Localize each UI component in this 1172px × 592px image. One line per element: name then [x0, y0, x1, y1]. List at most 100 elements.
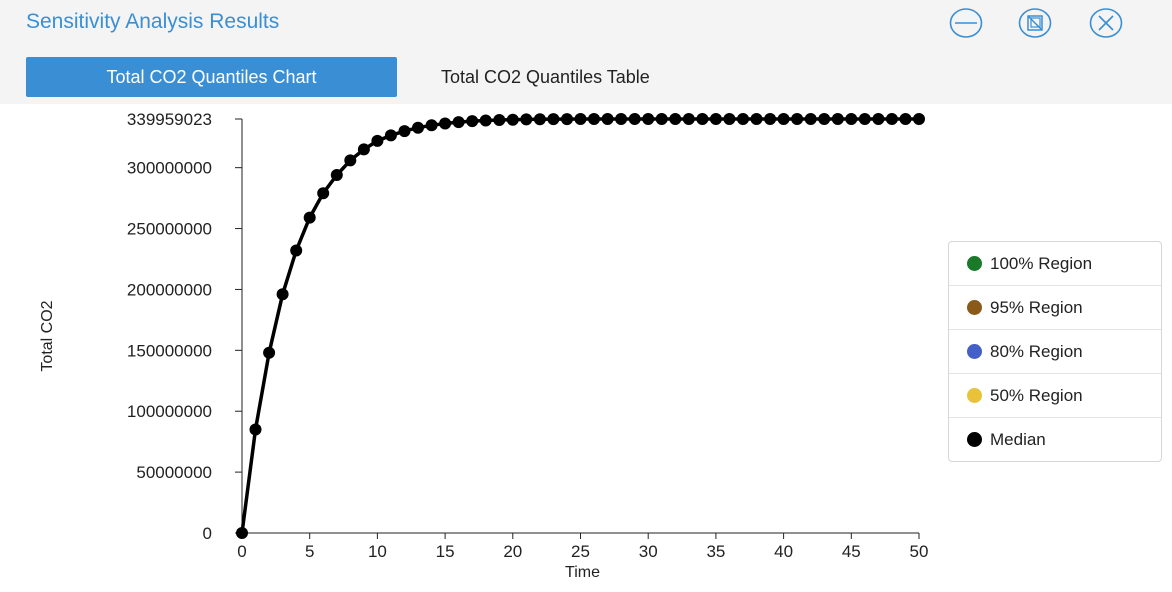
data-point[interactable]: [357, 143, 370, 156]
data-point[interactable]: [588, 113, 600, 125]
data-point[interactable]: [493, 114, 506, 126]
legend-item-median[interactable]: Median: [949, 418, 1161, 461]
close-icon: [1089, 8, 1123, 38]
x-tick-label: 30: [639, 542, 658, 561]
minimize-button[interactable]: [949, 6, 983, 40]
data-point[interactable]: [344, 154, 357, 167]
data-point[interactable]: [845, 113, 858, 125]
legend-dot-icon: [967, 343, 982, 359]
x-tick-label: 25: [571, 542, 590, 561]
x-tick-label: 0: [237, 542, 246, 561]
minimize-icon: [949, 8, 983, 38]
data-point[interactable]: [723, 113, 736, 125]
chart-legend: 100% Region 95% Region 80% Region 50% Re…: [948, 241, 1162, 462]
x-tick-label: 5: [305, 542, 314, 561]
data-point[interactable]: [669, 113, 682, 125]
data-point[interactable]: [872, 113, 885, 125]
close-button[interactable]: [1089, 6, 1123, 40]
restore-button[interactable]: [1018, 6, 1052, 40]
data-point[interactable]: [452, 116, 465, 129]
y-tick-label: 250000000: [127, 220, 212, 239]
data-point[interactable]: [290, 244, 303, 257]
data-point[interactable]: [642, 113, 655, 125]
legend-item-50-region[interactable]: 50% Region: [949, 374, 1161, 418]
y-tick-label: 50000000: [136, 463, 212, 482]
y-tick-label: 300000000: [127, 159, 212, 178]
co2-quantiles-chart: 0500000001000000001500000002000000002500…: [39, 110, 928, 581]
data-point[interactable]: [533, 113, 546, 126]
data-point[interactable]: [466, 115, 479, 128]
x-tick-label: 40: [774, 542, 793, 561]
data-point[interactable]: [682, 113, 695, 125]
data-point[interactable]: [615, 113, 628, 125]
data-point[interactable]: [303, 211, 316, 224]
legend-dot-icon: [967, 255, 982, 271]
legend-item-80-region[interactable]: 80% Region: [949, 330, 1161, 374]
y-axis-title: Total CO2: [39, 300, 56, 371]
data-point[interactable]: [236, 527, 248, 539]
data-point[interactable]: [263, 346, 276, 359]
data-point[interactable]: [384, 129, 397, 142]
x-tick-label: 20: [503, 542, 522, 561]
legend-dot-icon: [967, 431, 982, 447]
data-point[interactable]: [791, 113, 804, 125]
data-point[interactable]: [777, 113, 790, 125]
data-point[interactable]: [628, 113, 641, 125]
legend-label: Median: [990, 430, 1046, 449]
legend-dot-icon: [967, 387, 982, 403]
series-line-median: [240, 117, 919, 534]
x-axis: 0 5 10 15 20 25 30 35 40 45 50: [237, 533, 928, 561]
tab-quantiles-chart[interactable]: Total CO2 Quantiles Chart: [26, 57, 397, 97]
data-point[interactable]: [899, 113, 912, 125]
window-header: Sensitivity Analysis Results Total CO2 Q…: [0, 0, 1172, 104]
data-point[interactable]: [506, 113, 519, 126]
data-point[interactable]: [547, 113, 560, 126]
y-tick-label: 339959023: [127, 110, 212, 129]
legend-label: 100% Region: [990, 254, 1093, 273]
y-axis: 0 50000000 100000000 150000000 200000000 2500…: [127, 110, 242, 543]
data-point[interactable]: [750, 113, 763, 125]
data-point[interactable]: [398, 125, 411, 138]
y-tick-label: 150000000: [127, 341, 212, 360]
data-point[interactable]: [737, 113, 749, 125]
tab-quantiles-table[interactable]: Total CO2 Quantiles Table: [441, 67, 650, 87]
x-axis-title: Time: [565, 564, 600, 581]
x-tick-label: 35: [706, 542, 725, 561]
x-tick-label: 50: [910, 542, 929, 561]
data-point[interactable]: [655, 113, 668, 125]
data-point[interactable]: [317, 187, 330, 200]
legend-label: 80% Region: [990, 342, 1083, 361]
data-point[interactable]: [574, 113, 587, 125]
data-point[interactable]: [479, 114, 492, 127]
legend-label: 95% Region: [990, 298, 1083, 317]
data-point[interactable]: [858, 113, 871, 125]
data-point[interactable]: [412, 121, 424, 134]
y-tick-label: 100000000: [127, 402, 212, 421]
series-layer: [236, 113, 925, 539]
data-point[interactable]: [371, 134, 384, 147]
legend-item-100-region[interactable]: 100% Region: [949, 242, 1161, 286]
data-point[interactable]: [330, 169, 343, 181]
legend-item-95-region[interactable]: 95% Region: [949, 286, 1161, 330]
data-point[interactable]: [249, 423, 262, 436]
data-point[interactable]: [696, 113, 709, 125]
legend-label: 50% Region: [990, 386, 1083, 405]
data-point[interactable]: [804, 113, 817, 125]
data-point[interactable]: [520, 113, 533, 126]
data-point[interactable]: [913, 113, 925, 125]
data-point[interactable]: [561, 113, 573, 126]
restore-icon: [1018, 8, 1052, 38]
window-title: Sensitivity Analysis Results: [26, 10, 280, 33]
data-point[interactable]: [276, 288, 289, 301]
data-point[interactable]: [709, 113, 722, 125]
data-point[interactable]: [831, 113, 844, 125]
data-point[interactable]: [764, 113, 777, 125]
x-tick-label: 15: [436, 542, 455, 561]
data-point[interactable]: [439, 117, 452, 130]
data-point[interactable]: [818, 113, 831, 125]
chart-area: 0 50000000 100000000 150000000 200000000 2500…: [0, 104, 1172, 592]
data-point[interactable]: [425, 119, 438, 132]
data-point[interactable]: [885, 113, 898, 125]
x-tick-label: 45: [842, 542, 861, 561]
data-point[interactable]: [601, 113, 614, 125]
